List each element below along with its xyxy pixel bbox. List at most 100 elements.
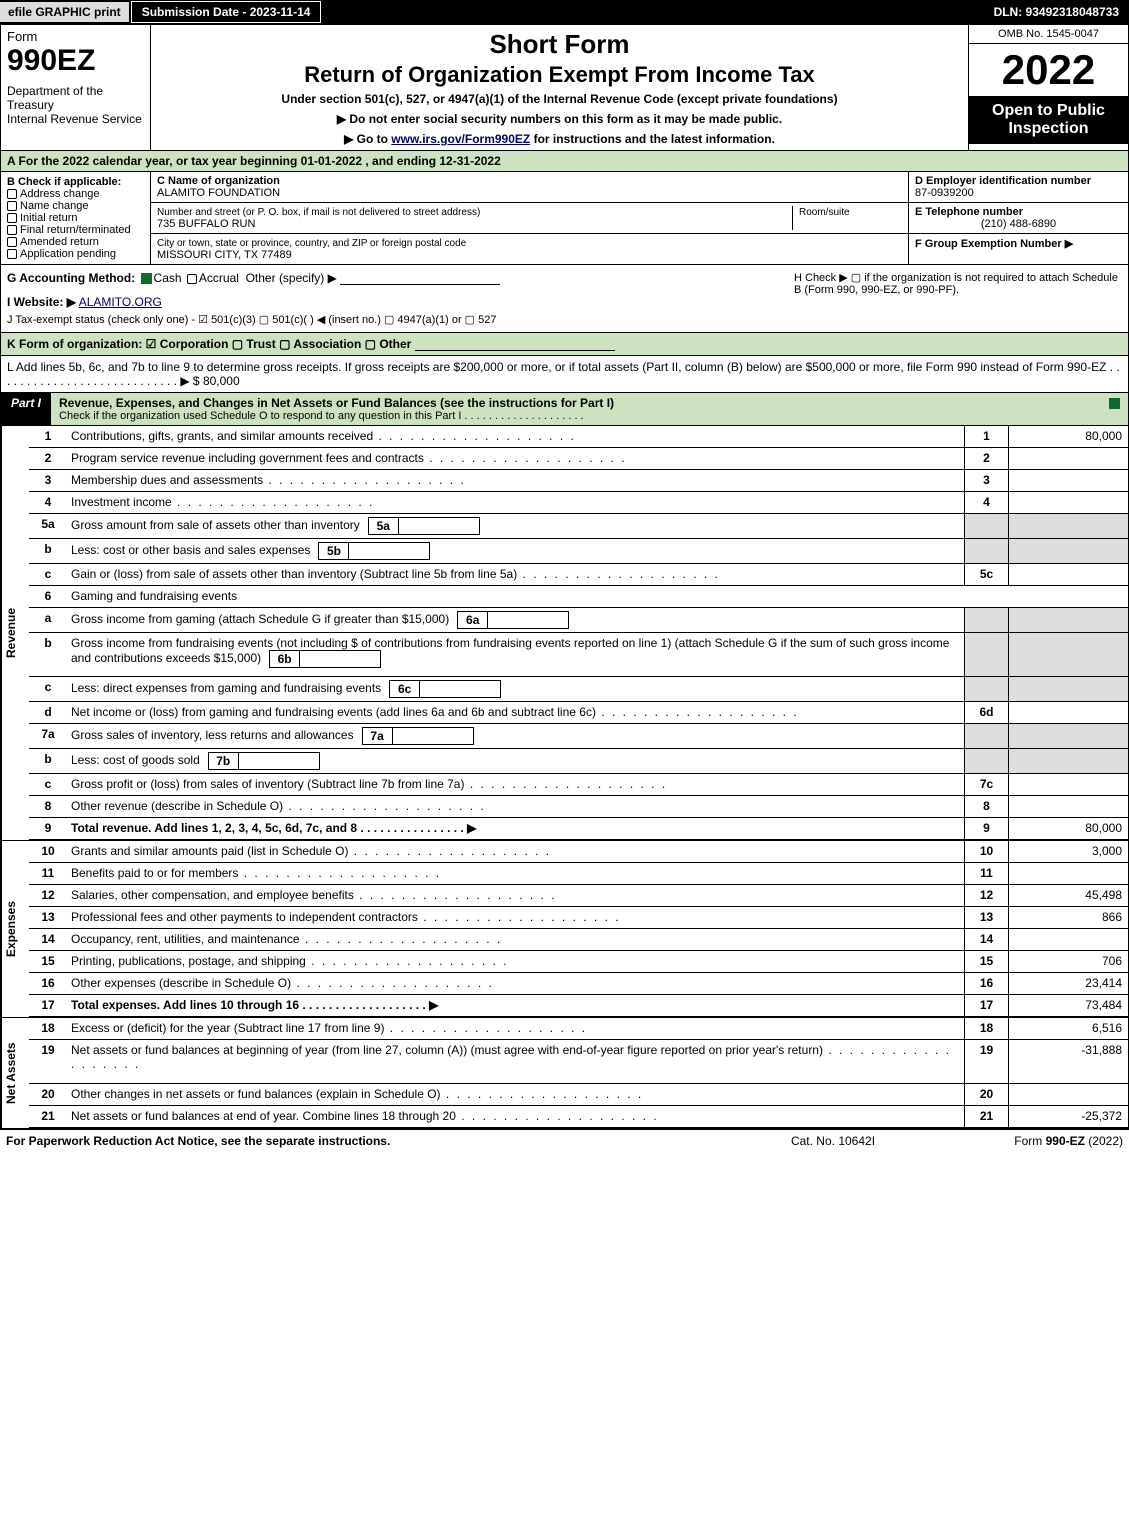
revenue-tab: Revenue	[1, 426, 29, 840]
line-num: c	[29, 677, 67, 701]
line-num: b	[29, 539, 67, 563]
chk-cash[interactable]: Cash	[154, 271, 182, 285]
city-cell: City or town, state or province, country…	[151, 234, 908, 264]
line-box: 7c	[964, 774, 1008, 795]
line-box	[964, 633, 1008, 676]
part-1-checkbox[interactable]	[1101, 393, 1128, 425]
line-desc: Net assets or fund balances at end of ye…	[67, 1106, 964, 1127]
line-num: 1	[29, 426, 67, 447]
line-value: 706	[1008, 951, 1128, 972]
line-11: 11Benefits paid to or for members11	[29, 863, 1128, 885]
line-value: 45,498	[1008, 885, 1128, 906]
line-desc: Other expenses (describe in Schedule O)	[67, 973, 964, 994]
line-value	[1008, 470, 1128, 491]
line-desc: Total expenses. Add lines 10 through 16 …	[67, 995, 964, 1016]
phone-value: (210) 488-6890	[915, 218, 1122, 230]
line-desc: Program service revenue including govern…	[67, 448, 964, 469]
chk-cash-icon	[141, 273, 152, 284]
line-desc: Gain or (loss) from sale of assets other…	[67, 564, 964, 585]
accounting-website-col: G Accounting Method: Cash Accrual Other …	[1, 265, 788, 332]
line-19: 19Net assets or fund balances at beginni…	[29, 1040, 1128, 1084]
line-box: 14	[964, 929, 1008, 950]
irs-link[interactable]: www.irs.gov/Form990EZ	[391, 132, 530, 146]
line-c: cLess: direct expenses from gaming and f…	[29, 677, 1128, 702]
c-label: C Name of organization	[157, 175, 280, 187]
city-label: City or town, state or province, country…	[157, 238, 466, 249]
line-box: 20	[964, 1084, 1008, 1105]
chk-final-return[interactable]: Final return/terminated	[20, 224, 131, 236]
f-label: F Group Exemption Number ▶	[915, 238, 1073, 250]
line-box: 3	[964, 470, 1008, 491]
header-center: Short Form Return of Organization Exempt…	[151, 25, 968, 150]
paperwork-notice: For Paperwork Reduction Act Notice, see …	[6, 1134, 743, 1148]
other-specify-line[interactable]	[340, 284, 500, 285]
line-value	[1008, 774, 1128, 795]
line-desc: Gross amount from sale of assets other t…	[67, 514, 964, 538]
chk-name-change[interactable]: Name change	[20, 200, 89, 212]
line-desc: Contributions, gifts, grants, and simila…	[67, 426, 964, 447]
mini-box: 6a	[457, 611, 569, 629]
line-num: 8	[29, 796, 67, 817]
line-num: d	[29, 702, 67, 723]
mini-box: 7b	[208, 752, 320, 770]
line-value: -25,372	[1008, 1106, 1128, 1127]
line-15: 15Printing, publications, postage, and s…	[29, 951, 1128, 973]
top-bar: efile GRAPHIC print Submission Date - 20…	[0, 0, 1129, 24]
line-box: 10	[964, 841, 1008, 862]
mini-box: 6b	[269, 650, 381, 668]
phone-cell: E Telephone number (210) 488-6890	[909, 203, 1128, 234]
chk-initial-return[interactable]: Initial return	[20, 212, 77, 224]
line-7a: 7aGross sales of inventory, less returns…	[29, 724, 1128, 749]
chk-other[interactable]: Other (specify) ▶	[246, 271, 337, 285]
line-box: 5c	[964, 564, 1008, 585]
form-ref-post: (2022)	[1085, 1134, 1123, 1148]
line-num: c	[29, 774, 67, 795]
chk-application-pending[interactable]: Application pending	[20, 248, 116, 260]
line-num: 20	[29, 1084, 67, 1105]
form-number: 990EZ	[7, 44, 144, 78]
website-row: I Website: ▶ ALAMITO.ORG	[7, 295, 782, 309]
part-1-title-text: Revenue, Expenses, and Changes in Net As…	[59, 396, 614, 410]
chk-amended-return[interactable]: Amended return	[20, 236, 99, 248]
check-if-applicable: B Check if applicable: Address change Na…	[1, 172, 151, 264]
form-ref-bold: 990-EZ	[1046, 1134, 1085, 1148]
chk-accrual[interactable]: Accrual	[199, 271, 239, 285]
chk-address-change[interactable]: Address change	[20, 188, 100, 200]
line-10: 10Grants and similar amounts paid (list …	[29, 841, 1128, 863]
line-box	[964, 514, 1008, 538]
line-box	[964, 539, 1008, 563]
line-value	[1008, 539, 1128, 563]
form-word: Form	[7, 29, 144, 44]
efile-print[interactable]: efile GRAPHIC print	[0, 2, 129, 22]
line-21: 21Net assets or fund balances at end of …	[29, 1106, 1128, 1128]
netassets-section: Net Assets 18Excess or (deficit) for the…	[0, 1017, 1129, 1129]
b-header: B Check if applicable:	[7, 176, 121, 188]
org-name-cell: C Name of organization ALAMITO FOUNDATIO…	[151, 172, 908, 203]
line-box	[964, 724, 1008, 748]
part-1-tag: Part I	[1, 393, 51, 425]
k-text: K Form of organization: ☑ Corporation ▢ …	[7, 337, 411, 351]
line-num: 14	[29, 929, 67, 950]
line-desc: Gross income from fundraising events (no…	[67, 633, 964, 676]
k-other-line[interactable]	[415, 350, 615, 351]
org-address-col: C Name of organization ALAMITO FOUNDATIO…	[151, 172, 908, 264]
line-desc: Less: cost or other basis and sales expe…	[67, 539, 964, 563]
line-desc: Membership dues and assessments	[67, 470, 964, 491]
line-desc: Net assets or fund balances at beginning…	[67, 1040, 964, 1083]
mini-box: 5b	[318, 542, 430, 560]
submission-date: Submission Date - 2023-11-14	[131, 1, 322, 23]
line-value	[1008, 608, 1128, 632]
omb-number: OMB No. 1545-0047	[969, 25, 1128, 44]
website-link[interactable]: ALAMITO.ORG	[79, 295, 162, 309]
line-18: 18Excess or (deficit) for the year (Subt…	[29, 1018, 1128, 1040]
return-title: Return of Organization Exempt From Incom…	[155, 62, 964, 88]
part-1-header: Part I Revenue, Expenses, and Changes in…	[0, 393, 1129, 426]
line-desc: Less: cost of goods sold7b	[67, 749, 964, 773]
d-label: D Employer identification number	[915, 175, 1091, 187]
line-box: 12	[964, 885, 1008, 906]
part-1-subtitle: Check if the organization used Schedule …	[59, 410, 1093, 422]
line-desc: Other changes in net assets or fund bala…	[67, 1084, 964, 1105]
city-state-zip: MISSOURI CITY, TX 77489	[157, 249, 292, 261]
street-address: 735 BUFFALO RUN	[157, 218, 255, 230]
line-value	[1008, 863, 1128, 884]
